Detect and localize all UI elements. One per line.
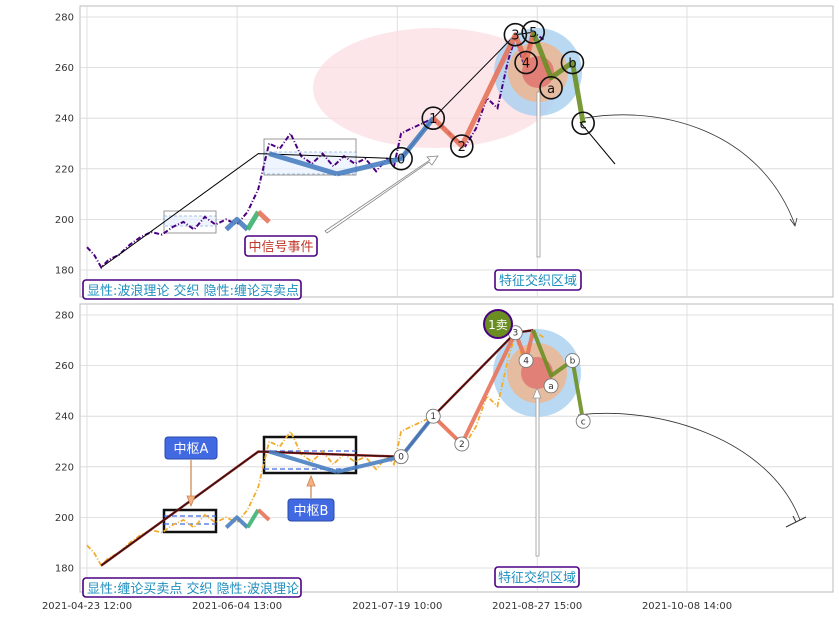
elliott-label-b: b [570,357,576,367]
elliott-label-b: b [568,57,576,72]
elliott-label-5: 5 [529,26,537,41]
wave-segment [268,151,338,177]
y-tick-label: 240 [55,114,74,125]
sell-point-marker: 1卖 [483,309,513,339]
sell-point-text: 1卖 [488,318,508,332]
y-tick-label: 280 [55,311,74,322]
elliott-point-0 [393,449,409,465]
y-tick-label: 180 [55,266,74,277]
elliott-label-1: 1 [429,112,437,127]
top-zone-text: 特征交织区域 [499,273,577,289]
top-y-ticks: 180 200 220 240 260 280 [55,13,74,277]
bottom-legend-label: 显性:缠论买卖点 交织 隐性:波浪理论 [82,577,302,598]
elliott-point-1 [421,106,446,130]
top-event-label: 中信号事件 [244,235,318,257]
elliott-label-2: 2 [458,140,466,155]
bottom-wave-segments [224,329,586,529]
zhongshu-a-callout: 中枢A [164,436,218,508]
wave-segment [256,209,271,224]
top-price-line [86,33,545,270]
bottom-zone-text: 特征交织区域 [498,570,576,586]
y-tick-label: 220 [55,164,74,175]
top-elliott-labels: 0 1 2 34 5 ab c [389,20,595,171]
wave-segment [245,210,261,231]
elliott-label-1: 1 [430,412,436,422]
bottom-y-ticks: 180 200 220 240 260 280 [55,311,74,575]
bottom-panel: 180 200 220 240 260 280 0 1 2 3 4 a b c [55,303,834,598]
elliott-point-c [571,111,595,136]
top-legend-label: 显性:波浪理论 交织 隐性:缠论买卖点 [82,279,302,300]
x-tick-label: 2021-06-04 13:00 [192,601,282,612]
wave-segment [530,31,586,124]
wave-segment [224,216,250,232]
top-c-extension [579,121,616,165]
elliott-label-4: 4 [523,357,529,367]
elliott-point-4 [514,50,538,75]
top-event-arrow [324,155,439,234]
top-projection-arrowhead [789,217,798,227]
elliott-label-c: c [581,417,586,427]
y-tick-label: 260 [55,63,74,74]
elliott-point-4 [518,353,534,368]
y-tick-label: 200 [55,513,74,524]
x-tick-label: 2021-08-27 15:00 [492,601,582,612]
y-tick-label: 200 [55,215,74,226]
wave-segment [268,449,338,474]
bottom-legend-text: 显性:缠论买卖点 交织 隐性:波浪理论 [87,581,299,597]
elliott-label-0: 0 [398,453,404,463]
zhongshu-b-text: 中枢B [294,504,329,519]
elliott-label-a: a [547,82,555,97]
top-projection-curve [584,114,796,226]
bottom-projection-curve [577,412,801,521]
elliott-label-3: 3 [512,329,518,339]
top-legend-text: 显性:波浪理论 交织 隐性:缠论买卖点 [87,283,299,299]
bottom-projection-tbar [785,515,807,528]
wave-segment [224,515,249,529]
elliott-point-c [575,413,591,429]
x-tick-label: 2021-10-08 14:00 [642,601,732,612]
bottom-elliott-labels: 0 1 2 3 4 a b c [393,325,591,465]
bottom-zone-pointer [535,392,540,557]
elliott-label-a: a [548,382,554,392]
elliott-point-b [565,353,580,368]
x-axis-ticks: 2021-04-23 12:00 2021-06-04 13:00 2021-07-… [42,601,732,612]
top-highlight-ellipse [313,28,557,148]
zhongshu-b-callout: 中枢B [287,474,335,522]
elliott-point-3 [503,22,528,47]
wave-segment [256,508,271,522]
x-tick-label: 2021-04-23 12:00 [42,601,132,612]
elliott-label-3: 3 [511,29,519,44]
elliott-point-2 [454,436,470,452]
wave-segment [531,329,586,422]
wave-segment [336,116,436,177]
elliott-label-2: 2 [459,440,465,450]
elliott-label-c: c [580,117,587,132]
y-tick-label: 180 [55,564,74,575]
bottom-zone-label: 特征交织区域 [494,566,580,588]
elliott-point-a [543,378,559,394]
zhongshu-a-text: 中枢A [174,442,209,457]
top-zhongshu-a-inner [163,215,217,227]
elliott-label-4: 4 [522,57,530,72]
top-zone-label: 特征交织区域 [494,269,582,291]
elliott-label-0: 0 [397,153,405,168]
top-event-text: 中信号事件 [248,240,313,255]
top-zone-pointer [536,91,541,258]
elliott-point-5 [521,20,546,44]
y-tick-label: 260 [55,361,74,372]
elliott-point-1 [425,408,441,424]
y-tick-label: 220 [55,462,74,473]
wave-segment [245,508,261,529]
y-tick-label: 280 [55,13,74,24]
elliott-point-b [560,50,585,75]
x-tick-label: 2021-07-19 10:00 [352,601,442,612]
elliott-point-2 [450,134,474,158]
bottom-zone-pointer-head [532,386,542,399]
y-tick-label: 240 [55,412,74,423]
elliott-point-a [539,76,563,100]
elliott-point-0 [389,146,413,171]
bottom-price-line [86,331,545,568]
